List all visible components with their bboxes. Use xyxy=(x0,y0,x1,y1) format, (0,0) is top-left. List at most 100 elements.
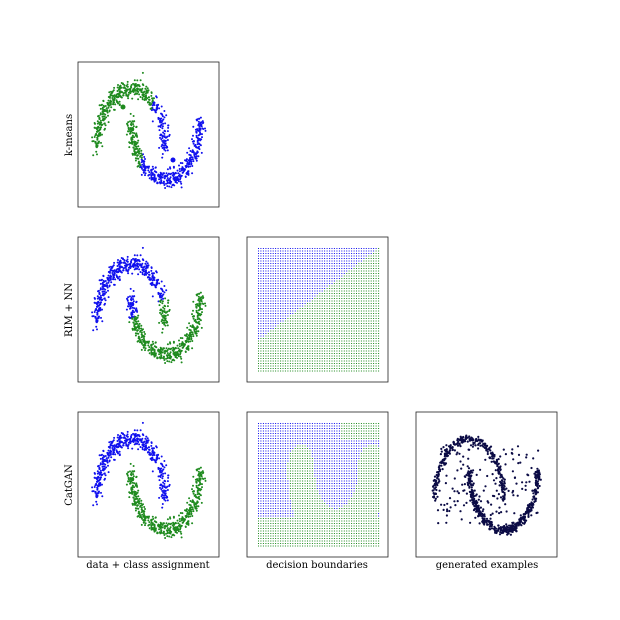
grid-dot xyxy=(311,283,313,284)
grid-dot xyxy=(319,248,321,249)
point xyxy=(102,285,105,288)
grid-dot xyxy=(258,288,259,289)
grid-dot xyxy=(267,368,269,369)
grid-dot xyxy=(302,333,304,334)
grid-dot xyxy=(265,255,267,257)
decision-grid xyxy=(258,248,380,372)
grid-dot xyxy=(262,365,264,367)
point xyxy=(158,146,161,149)
grid-dot xyxy=(287,353,289,354)
grid-dot xyxy=(365,248,367,249)
point xyxy=(148,352,151,355)
grid-dot xyxy=(375,340,377,342)
point xyxy=(161,477,164,480)
grid-dot xyxy=(304,285,306,287)
grid-dot xyxy=(311,350,313,352)
grid-dot xyxy=(360,360,362,362)
grid-dot xyxy=(289,303,291,304)
grid-dot xyxy=(324,368,326,369)
point xyxy=(151,99,154,102)
grid-dot xyxy=(265,363,267,364)
grid-dot xyxy=(324,345,326,347)
grid-dot xyxy=(326,285,328,287)
point xyxy=(101,495,104,498)
point xyxy=(204,127,206,130)
point xyxy=(135,125,138,128)
point xyxy=(98,140,100,143)
grid-dot xyxy=(326,310,328,312)
grid-dot xyxy=(333,268,335,269)
point xyxy=(176,352,179,355)
point xyxy=(162,297,165,300)
grid-dot xyxy=(378,325,380,327)
point xyxy=(154,353,157,356)
grid-dot xyxy=(277,280,279,282)
grid-dot xyxy=(299,300,301,302)
point xyxy=(195,134,198,137)
grid-dot xyxy=(368,360,370,362)
grid-dot xyxy=(260,270,262,272)
grid-dot xyxy=(302,320,304,322)
grid-dot xyxy=(373,275,375,277)
grid-dot xyxy=(358,313,360,314)
point xyxy=(94,316,97,319)
point xyxy=(135,320,138,323)
grid-dot xyxy=(321,253,323,254)
grid-dot xyxy=(348,323,350,324)
grid-dot xyxy=(267,348,269,349)
point xyxy=(113,283,115,286)
point xyxy=(136,340,139,343)
point xyxy=(134,157,137,160)
grid-dot xyxy=(331,278,333,279)
point xyxy=(127,272,130,275)
grid-dot xyxy=(341,335,343,337)
grid-dot xyxy=(277,345,279,347)
grid-dot xyxy=(284,335,286,337)
point xyxy=(138,337,141,340)
grid-dot xyxy=(280,288,282,289)
grid-dot xyxy=(378,340,380,342)
point xyxy=(128,496,131,499)
grid-dot xyxy=(321,310,323,312)
grid-dot xyxy=(302,253,304,254)
grid-dot xyxy=(267,310,269,312)
grid-dot xyxy=(336,350,338,352)
grid-dot xyxy=(302,295,304,297)
grid-dot xyxy=(272,290,274,292)
point xyxy=(164,305,167,308)
grid-dot xyxy=(287,323,289,324)
grid-dot xyxy=(343,300,345,302)
grid-dot xyxy=(346,320,348,322)
point xyxy=(161,315,164,317)
point xyxy=(132,290,135,292)
grid-dot xyxy=(284,255,286,257)
point xyxy=(136,165,139,168)
grid-dot xyxy=(363,355,365,357)
point xyxy=(113,261,116,264)
grid-dot xyxy=(331,323,333,324)
grid-dot xyxy=(258,320,259,322)
grid-dot xyxy=(329,265,331,267)
point xyxy=(148,278,151,281)
point xyxy=(153,104,156,106)
grid-dot xyxy=(373,310,375,312)
point xyxy=(164,318,167,321)
grid-dot xyxy=(287,325,289,327)
point xyxy=(161,290,164,293)
point xyxy=(99,301,102,304)
point xyxy=(140,331,143,334)
grid-dot xyxy=(304,250,306,252)
grid-dot xyxy=(302,265,304,267)
grid-dot xyxy=(368,263,370,264)
grid-dot xyxy=(287,260,289,262)
point xyxy=(150,107,153,110)
grid-dot xyxy=(265,320,267,322)
grid-dot xyxy=(277,323,279,324)
grid-dot xyxy=(302,370,304,372)
grid-dot xyxy=(289,355,291,357)
grid-dot xyxy=(289,275,291,277)
point xyxy=(178,350,181,353)
point xyxy=(113,86,116,89)
grid-dot xyxy=(365,265,367,267)
grid-dot xyxy=(375,295,377,297)
